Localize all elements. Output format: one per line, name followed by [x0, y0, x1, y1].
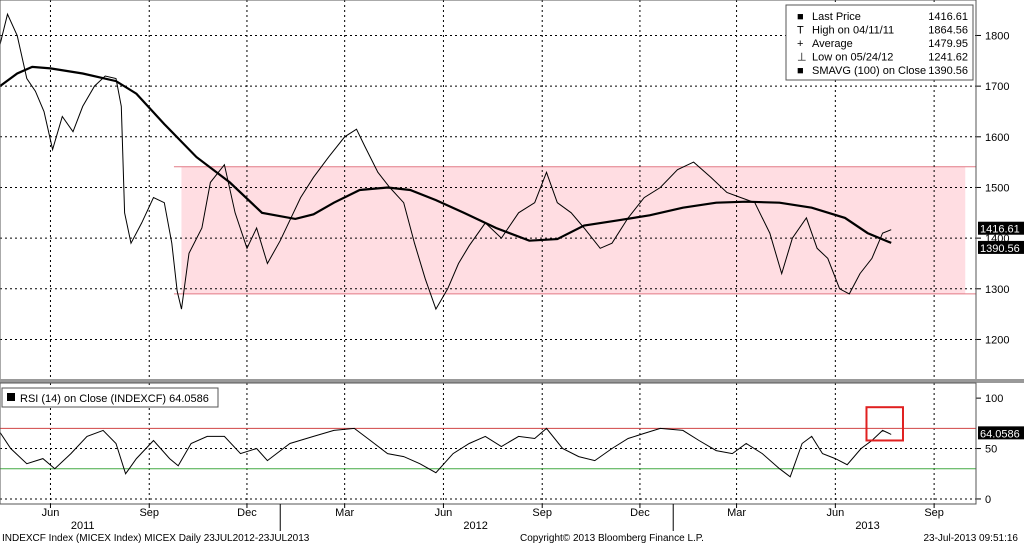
panel-separator: [0, 379, 1024, 383]
last-price-tag-text: 1416.61: [980, 224, 1020, 236]
price-ytick-label-2: 1600: [985, 132, 1009, 144]
last-price-line: [0, 12, 892, 311]
legend-item-0: ■ Last Price 1416.61: [797, 11, 968, 23]
price-ytick-label-5: 1300: [985, 284, 1009, 296]
rsi-y-axis: 100 50 0: [976, 393, 1003, 506]
legend-item-4: ■ SMAVG (100) on Close 1390.56: [797, 65, 968, 77]
x-axis: Jun Sep Dec Mar Jun Sep Dec Mar Jun Sep 2011 2012 20…: [0, 503, 976, 531]
rsi-ytick-label-0: 100: [985, 393, 1003, 405]
price-gridlines: [0, 0, 976, 380]
legend-symbol: T: [797, 25, 804, 37]
legend-value: 1416.61: [928, 11, 968, 23]
sma-tag: [978, 240, 1024, 254]
rsi-ytick-label-2: 0: [985, 494, 991, 506]
x-month-label-8: Jun: [826, 507, 844, 519]
x-month-label-5: Sep: [532, 507, 552, 519]
last-price-axis-label: 1416.61: [978, 221, 1024, 236]
footer-timestamp: 23-Jul-2013 09:51:16: [923, 533, 1018, 544]
x-year-label-1: 2012: [463, 520, 487, 531]
rsi-panel: 100 50 0 64.0586 RSI (14) on Close (INDEXC…: [0, 382, 1024, 506]
x-month-label-7: Mar: [727, 507, 746, 519]
rsi-last-tag-text: 64.0586: [980, 428, 1020, 440]
legend-symbol: ⊥: [797, 52, 807, 64]
rsi-legend-text: RSI (14) on Close (INDEXCF) 64.0586: [20, 393, 209, 405]
footer: INDEXCF Index (MICEX Index) MICEX Daily …: [0, 531, 1024, 547]
sma-axis-label: 1390.56: [978, 240, 1024, 255]
legend-item-2: + Average 1479.95: [797, 38, 968, 50]
x-month-label-3: Mar: [335, 507, 354, 519]
legend-label: Low on 05/24/12: [812, 52, 893, 64]
legend-item-3: ⊥ Low on 05/24/12 1241.62: [797, 52, 968, 64]
x-year-label-2: 2013: [855, 520, 879, 531]
legend-symbol: +: [797, 38, 803, 50]
rsi-highlight-box: [865, 406, 904, 442]
legend-symbol: ■: [797, 65, 804, 77]
legend-value: 1241.62: [928, 52, 968, 64]
legend-label: Last Price: [812, 11, 861, 23]
price-legend: ■ Last Price 1416.61 T High on 04/11/11 1864.…: [785, 4, 974, 81]
legend-symbol: ■: [797, 11, 804, 23]
price-ytick-label-0: 1800: [985, 30, 1009, 42]
x-year-label-0: 2011: [71, 520, 95, 531]
x-month-label-9: Sep: [924, 507, 944, 519]
legend-value: 1864.56: [928, 25, 968, 37]
price-ytick-label-1: 1700: [985, 81, 1009, 93]
legend-label: Average: [812, 38, 853, 50]
footer-copyright: Copyright© 2013 Bloomberg Finance L.P.: [520, 533, 704, 544]
x-month-label-0: Jun: [42, 507, 60, 519]
x-month-label-2: Dec: [237, 507, 257, 519]
legend-value: 1390.56: [928, 65, 968, 77]
x-month-label-1: Sep: [139, 507, 159, 519]
x-month-label-6: Dec: [630, 507, 650, 519]
legend-label: SMAVG (100) on Close: [812, 65, 926, 77]
rsi-last-tag: [978, 426, 1024, 440]
legend-item-1: T High on 04/11/11 1864.56: [797, 25, 968, 37]
rsi-legend-swatch: [7, 393, 15, 401]
legend-box: [785, 4, 974, 81]
x-month-label-4: Jun: [435, 507, 453, 519]
legend-label: High on 04/11/11: [812, 25, 894, 37]
price-ytick-label-3: 1500: [985, 182, 1009, 194]
rsi-legend-box: [1, 387, 219, 408]
rsi-ytick-label-1: 50: [985, 444, 997, 456]
price-ytick-label-6: 1200: [985, 334, 1009, 346]
rsi-line: [0, 427, 892, 478]
sma-tag-text: 1390.56: [980, 243, 1020, 255]
footer-instrument: INDEXCF Index (MICEX Index) MICEX Daily …: [2, 533, 310, 544]
legend-value: 1479.95: [928, 38, 968, 50]
sma-100-line: [0, 65, 892, 244]
last-price-tag: [978, 221, 1024, 235]
